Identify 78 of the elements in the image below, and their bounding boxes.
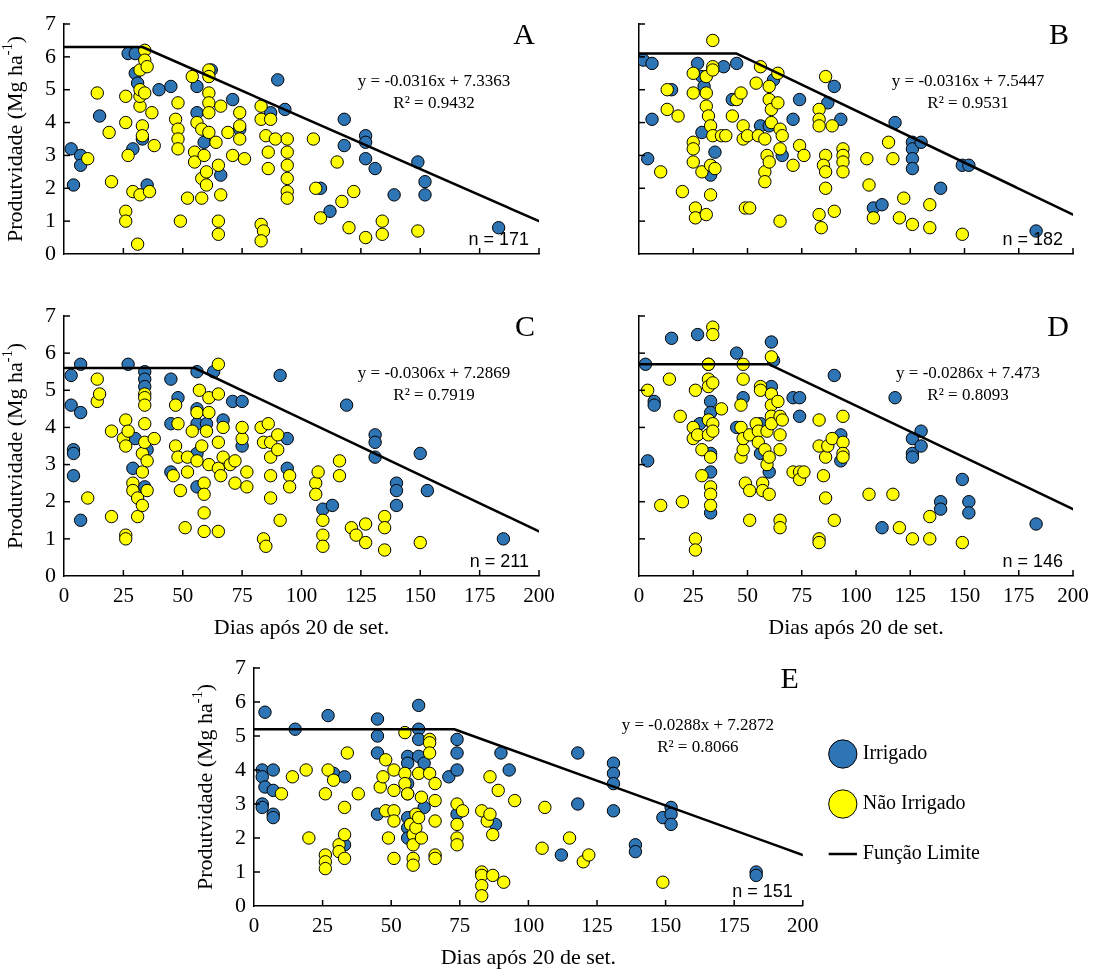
y-axis-title: Produtvidade (Mg ha-1)	[0, 342, 27, 550]
y-tick-label: 0	[235, 891, 246, 917]
annotation: n = 182	[1002, 228, 1064, 249]
x-tick-label: 125	[345, 583, 377, 608]
x-axis-title: Dias após 20 de set.	[768, 613, 944, 639]
y-tick-label: 4	[45, 108, 56, 134]
x-tick-label: 75	[449, 913, 471, 938]
y-tick-label: 4	[235, 755, 246, 781]
annotation: y = -0.0288x + 7.2872	[621, 715, 774, 735]
y-tick-label: 1	[235, 857, 246, 883]
annotation: R² = 0.9432	[393, 93, 475, 113]
y-tick-label: 1	[45, 524, 56, 550]
x-tick-label: 125	[581, 913, 613, 938]
x-tick-label: 125	[894, 583, 926, 608]
y-tick-label: 2	[235, 823, 246, 849]
annotation: A	[513, 16, 536, 50]
x-tick-label: 100	[285, 583, 318, 608]
y-tick-label: 2	[45, 487, 56, 513]
x-tick-label: 200	[787, 913, 819, 938]
annotation: R² = 0.7919	[393, 385, 475, 405]
y-tick-label: 3	[45, 450, 56, 476]
annotation: R² = 0.8093	[927, 385, 1009, 405]
x-tick-label: 50	[380, 913, 402, 938]
y-tick-label: 7	[45, 9, 56, 35]
x-tick-label: 150	[649, 913, 682, 938]
legend-label: Função Limite	[862, 841, 981, 865]
annotation: y = -0.0316x + 7.5447	[891, 71, 1045, 91]
x-tick-label: 150	[948, 583, 981, 608]
annotation: R² = 0.9531	[927, 93, 1009, 113]
legend-label: Irrigado	[862, 741, 928, 765]
y-axis-title: Produtvidade (Mg ha-1)	[189, 683, 217, 891]
x-tick-label: 175	[1003, 583, 1035, 608]
annotation: y = -0.0316x + 7.3363	[357, 71, 511, 91]
y-tick-label: 0	[45, 239, 56, 265]
y-tick-label: 4	[45, 413, 56, 439]
x-tick-label: 50	[172, 583, 194, 608]
x-tick-label: 200	[1057, 583, 1089, 608]
x-tick-label: 75	[791, 583, 813, 608]
x-tick-label: 25	[312, 913, 334, 938]
y-tick-label: 3	[235, 789, 246, 815]
y-tick-label: 5	[235, 721, 246, 747]
x-tick-label: 25	[112, 583, 134, 608]
x-tick-label: 0	[633, 583, 645, 608]
y-tick-label: 6	[45, 42, 56, 68]
legend-label: Não Irrigado	[862, 791, 966, 815]
annotation: n = 146	[1002, 550, 1064, 571]
annotation: D	[1047, 308, 1070, 342]
y-tick-label: 5	[45, 376, 56, 402]
y-tick-label: 1	[45, 206, 56, 232]
annotation: y = -0.0286x + 7.473	[896, 363, 1040, 383]
y-tick-label: 7	[235, 653, 246, 679]
annotation: C	[514, 308, 536, 342]
y-tick-label: 6	[45, 338, 56, 364]
x-tick-label: 100	[840, 583, 872, 608]
x-tick-label: 200	[523, 583, 555, 608]
y-tick-label: 6	[235, 687, 246, 713]
x-axis-title: Dias após 20 de set.	[440, 943, 617, 969]
annotation: y = -0.0306x + 7.2869	[357, 363, 511, 383]
y-tick-label: 2	[45, 174, 56, 200]
x-tick-label: 100	[512, 913, 545, 938]
annotation: B	[1048, 16, 1070, 50]
y-tick-label: 7	[45, 301, 56, 327]
x-tick-label: 25	[682, 583, 704, 608]
annotation: R² = 0.8066	[657, 737, 739, 757]
x-tick-label: 175	[718, 913, 750, 938]
x-tick-label: 150	[404, 583, 436, 608]
annotation: E	[780, 660, 799, 694]
y-axis-title: Produtvidade (Mg ha-1)	[0, 35, 27, 243]
annotation: n = 171	[468, 228, 530, 249]
y-tick-label: 5	[45, 75, 56, 101]
x-tick-label: 175	[463, 583, 496, 608]
x-tick-label: 75	[231, 583, 253, 608]
y-tick-label: 3	[45, 141, 56, 167]
x-axis-title: Dias após 20 de set.	[213, 613, 390, 639]
annotation: n = 211	[469, 550, 530, 571]
y-tick-label: 0	[45, 561, 56, 587]
x-tick-label: 50	[737, 583, 758, 608]
annotation: n = 151	[732, 880, 793, 901]
